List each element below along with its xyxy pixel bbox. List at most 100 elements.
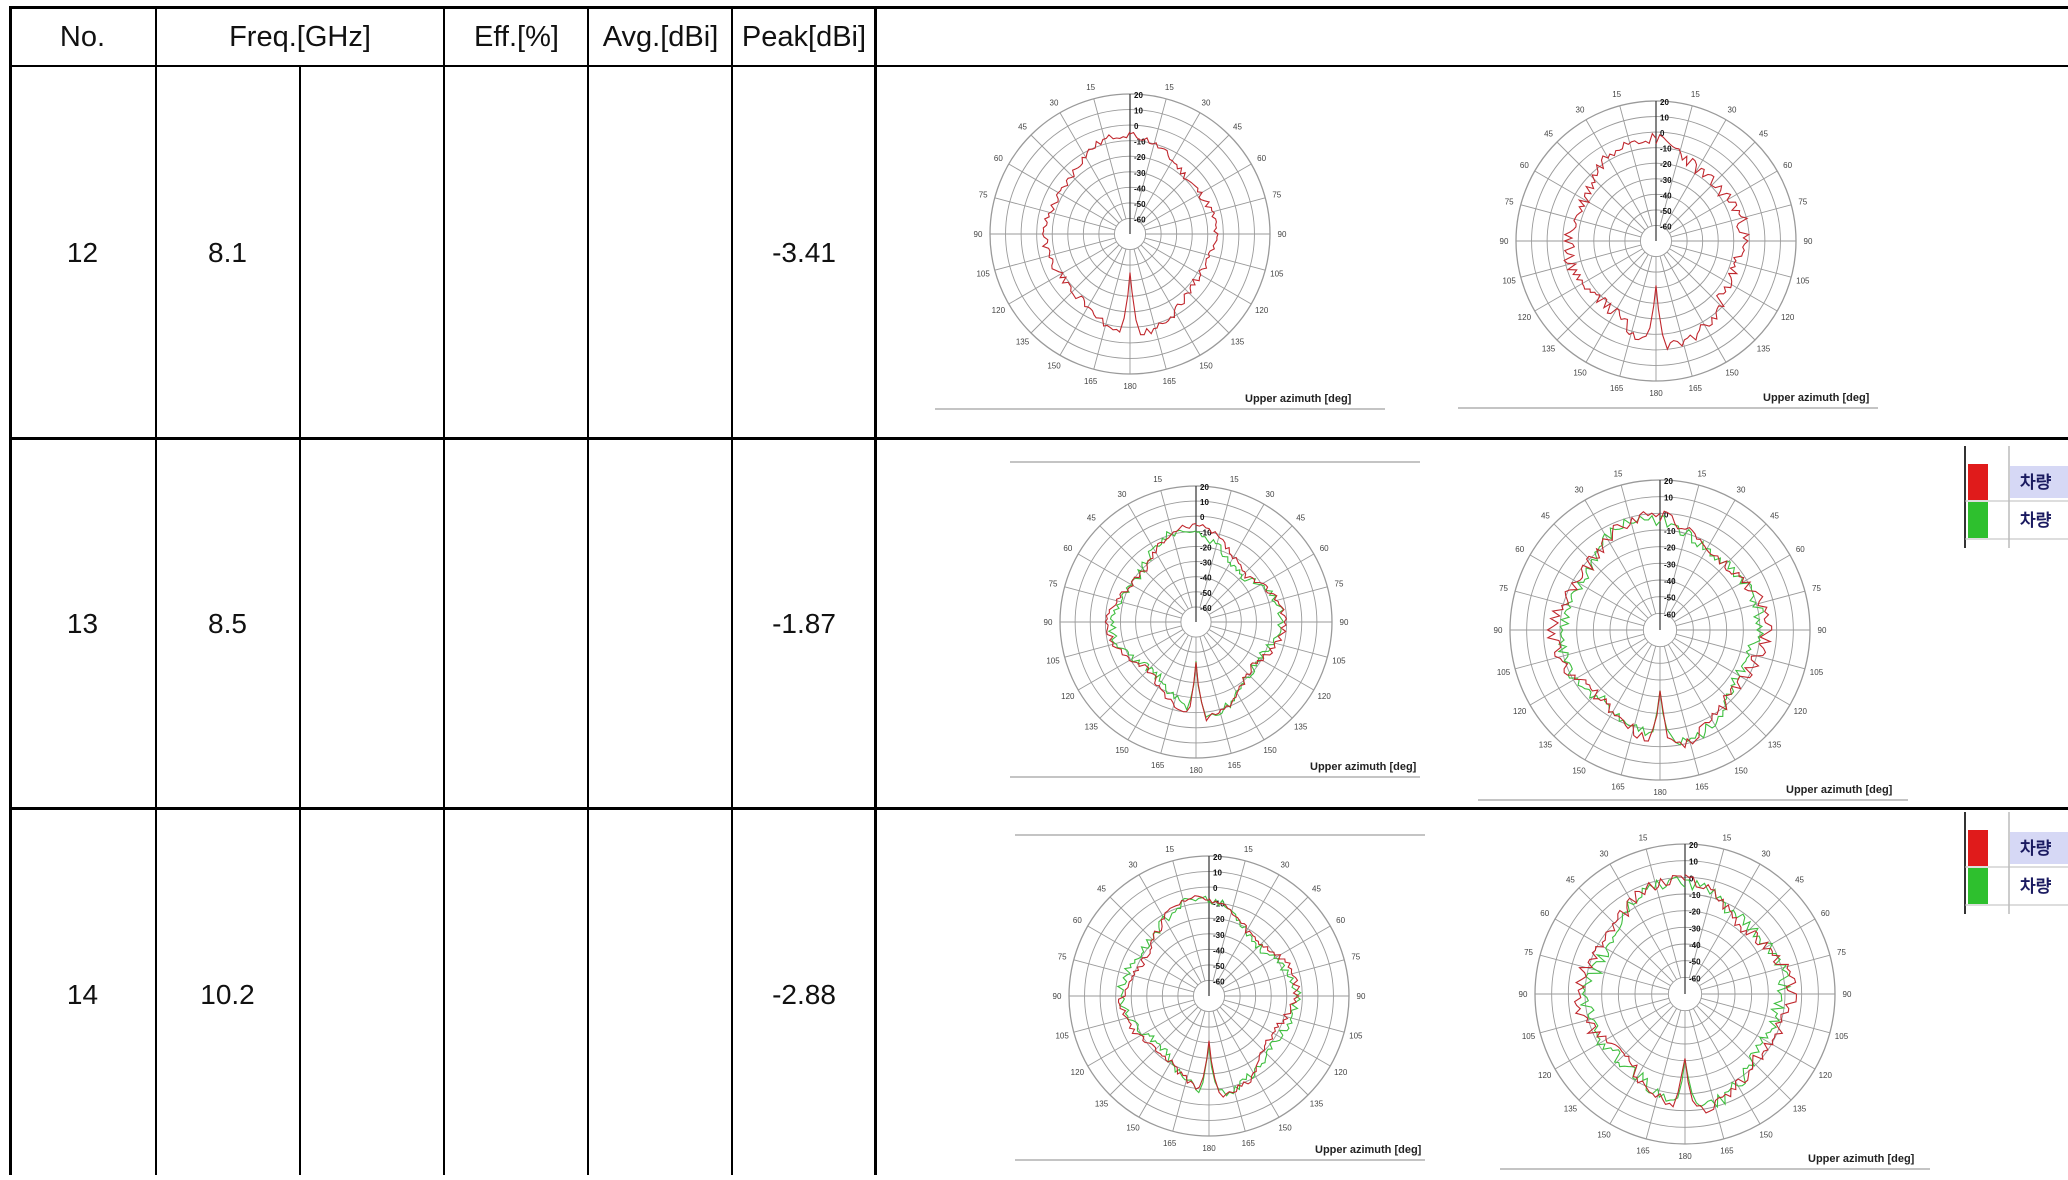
legend-label: 차량 — [2020, 877, 2052, 897]
angle-tick-label: 30 — [1281, 860, 1290, 869]
legend-14: 차량 차량 — [1962, 812, 2068, 920]
radial-tick-label: 0 — [1213, 884, 1218, 893]
polar-spoke — [1692, 863, 1761, 980]
polar-spoke — [1578, 1005, 1674, 1101]
polar-spoke — [1137, 112, 1201, 221]
angle-tick-label: 45 — [1296, 513, 1305, 522]
radial-tick-label: 10 — [1200, 498, 1209, 507]
angle-tick-label: 30 — [1129, 860, 1138, 869]
angle-tick-label: 120 — [1518, 313, 1532, 322]
legend-label: 차량 — [2020, 473, 2052, 493]
polar-spoke — [1203, 634, 1265, 741]
polar-spoke — [1030, 244, 1120, 334]
grid-col-freq-split — [299, 66, 301, 1175]
angle-tick-label: 45 — [1312, 885, 1321, 894]
polar-spoke — [1669, 248, 1778, 312]
angle-tick-label: 150 — [1126, 1124, 1140, 1133]
angle-tick-label: 150 — [1199, 362, 1213, 371]
radial-tick-label: -30 — [1134, 169, 1146, 178]
angle-tick-label: 180 — [1123, 382, 1137, 391]
angle-tick-label: 75 — [1798, 198, 1807, 207]
grid-col-4 — [731, 6, 733, 1175]
row-12-no: 12 — [66, 237, 99, 268]
header-peak: Peak[dBi] — [741, 20, 867, 53]
angle-tick-label: 60 — [994, 154, 1003, 163]
polar-spoke — [1208, 629, 1315, 691]
angle-tick-label: 60 — [1783, 161, 1792, 170]
angle-tick-label: 165 — [1242, 1139, 1256, 1148]
polar-spoke — [1671, 641, 1767, 737]
angle-tick-label: 105 — [1810, 668, 1824, 677]
polar-spoke — [1539, 954, 1670, 991]
polar-spoke — [1700, 954, 1831, 991]
row-13-no: 13 — [66, 608, 99, 639]
polar-svg: 1530456075901051201351501651801651501351… — [1010, 461, 1420, 778]
radial-tick-label: -20 — [1213, 915, 1225, 924]
angle-tick-label: 30 — [1118, 490, 1127, 499]
polar-spoke — [1127, 503, 1189, 610]
radial-tick-label: 0 — [1689, 874, 1694, 883]
radial-tick-label: -50 — [1213, 962, 1225, 971]
angle-tick-label: 180 — [1649, 389, 1663, 398]
radial-tick-label: -10 — [1134, 138, 1146, 147]
angle-tick-label: 135 — [1016, 337, 1030, 346]
angle-tick-label: 165 — [1636, 1146, 1650, 1155]
polar-spoke — [1210, 586, 1328, 619]
angle-tick-label: 105 — [1522, 1032, 1536, 1041]
radial-tick-label: -20 — [1200, 543, 1212, 552]
row-13-eff — [445, 440, 588, 808]
header-eff: Eff.[%] — [474, 20, 559, 53]
angle-tick-label: 45 — [1233, 123, 1242, 132]
angle-tick-label: 45 — [1087, 513, 1096, 522]
angle-tick-label: 105 — [1046, 656, 1060, 665]
angle-tick-label: 60 — [1073, 916, 1082, 925]
angle-tick-label: 135 — [1294, 723, 1308, 732]
angle-tick-label: 150 — [1572, 766, 1586, 775]
radial-tick-label: -40 — [1134, 184, 1146, 193]
angle-tick-label: 105 — [976, 269, 990, 278]
angle-tick-label: 105 — [1270, 269, 1284, 278]
pattern-trace-b — [1117, 895, 1301, 1098]
radial-tick-label: 0 — [1134, 122, 1139, 131]
row-13-peak: -1.87 — [772, 608, 836, 639]
radial-tick-label: -60 — [1689, 974, 1701, 983]
polar-spoke — [1609, 863, 1678, 980]
radial-tick-label: 10 — [1689, 858, 1698, 867]
polar-spoke — [1688, 1009, 1725, 1140]
radial-tick-label: 20 — [1689, 841, 1698, 850]
angle-tick-label: 150 — [1115, 746, 1129, 755]
pattern-trace-b — [1573, 874, 1797, 1114]
legend-label-bg — [2010, 504, 2068, 536]
legend-label-bg — [2010, 832, 2068, 864]
polar-spoke — [1539, 997, 1670, 1034]
angle-tick-label: 75 — [1812, 584, 1821, 593]
angle-tick-label: 105 — [1497, 668, 1511, 677]
polar-spoke — [1659, 255, 1693, 377]
angle-tick-label: 75 — [1335, 580, 1344, 589]
angle-tick-label: 90 — [1494, 626, 1503, 635]
angle-tick-label: 15 — [1722, 834, 1731, 843]
angle-tick-label: 75 — [1351, 953, 1360, 962]
angle-tick-label: 30 — [1266, 490, 1275, 499]
angle-tick-label: 180 — [1189, 766, 1203, 775]
radial-tick-label: 20 — [1200, 483, 1209, 492]
radial-tick-label: -40 — [1213, 946, 1225, 955]
header-no: No. — [59, 20, 106, 53]
radial-tick-label: -20 — [1134, 153, 1146, 162]
angle-tick-label: 120 — [1781, 313, 1795, 322]
polar-plot-13-a: 15 30 45 60 75 90 105 120 135 150 165 180 165 150 135 1… — [1010, 460, 1430, 780]
radial-tick-label: 0 — [1660, 129, 1665, 138]
radial-tick-label: -60 — [1660, 222, 1672, 231]
polar-spoke — [1099, 632, 1186, 719]
angle-tick-label: 60 — [1821, 909, 1830, 918]
polar-spoke — [1667, 499, 1736, 616]
polar-spoke — [1666, 251, 1756, 341]
radial-tick-label: -50 — [1134, 200, 1146, 209]
radial-tick-label: -30 — [1664, 560, 1676, 569]
polar-spoke — [1212, 1010, 1246, 1132]
pattern-trace-b — [1104, 523, 1288, 723]
row-14-no: 14 — [66, 979, 99, 1010]
polar-spoke — [1210, 625, 1328, 658]
angle-tick-label: 135 — [1564, 1105, 1578, 1114]
